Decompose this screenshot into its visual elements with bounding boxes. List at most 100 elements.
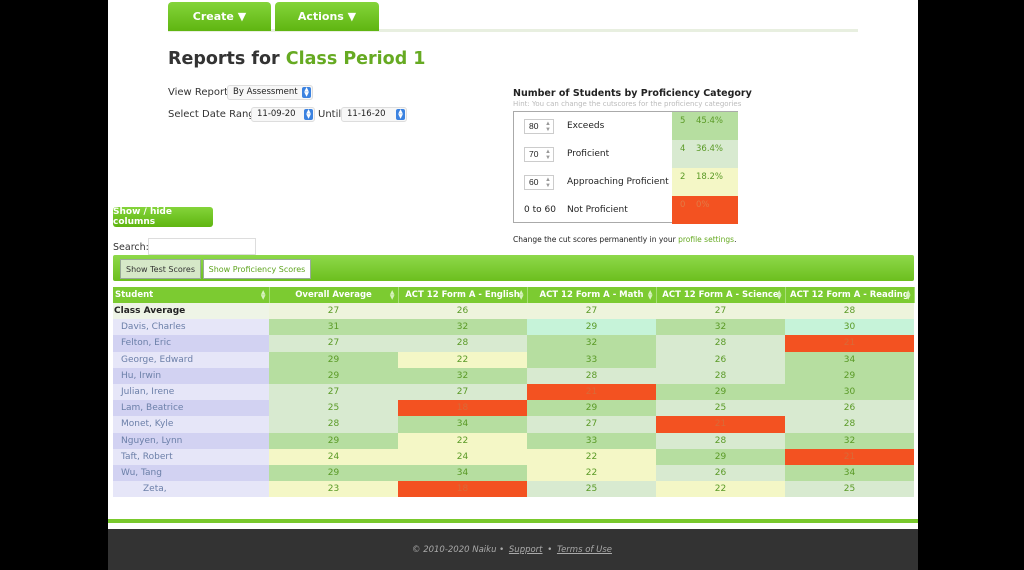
score-cell: 18 bbox=[398, 481, 527, 498]
student-name[interactable]: Julian, Irene bbox=[113, 383, 269, 401]
column-header[interactable]: ACT 12 Form A - Science ▲ ▼ bbox=[656, 287, 786, 303]
note-text: Change the cut scores permanently in you… bbox=[513, 235, 676, 244]
score-cell: 27 bbox=[527, 303, 656, 320]
note-suffix: . bbox=[734, 235, 737, 244]
table-row: Nguyen, Lynn 29 22 33 28 32 bbox=[113, 432, 914, 449]
date-from-value: 11-09-20 bbox=[257, 109, 296, 119]
column-header-label: Overall Average bbox=[295, 290, 372, 300]
category-count: 4 bbox=[680, 144, 686, 154]
terms-of-use-link[interactable]: Terms of Use bbox=[556, 544, 612, 555]
score-cell: 26 bbox=[656, 351, 785, 368]
score-cell: 29 bbox=[269, 367, 398, 384]
cutscore-input-approaching[interactable]: 60 ▲ ▼ bbox=[524, 175, 554, 190]
cutscore-value: 80 bbox=[529, 121, 539, 131]
column-header-label: ACT 12 Form A - Reading bbox=[790, 290, 909, 300]
score-cell: 22 bbox=[398, 351, 527, 368]
score-cell: 25 bbox=[269, 400, 398, 417]
search-input[interactable] bbox=[148, 238, 256, 255]
spinner-icon: ▲ ▼ bbox=[545, 149, 551, 161]
score-cell: 21 bbox=[785, 448, 914, 465]
score-cell: 28 bbox=[269, 416, 398, 433]
score-cell: 21 bbox=[527, 383, 656, 401]
column-header-label: ACT 12 Form A - Math bbox=[539, 290, 644, 300]
date-range-label: Select Date Range bbox=[168, 109, 261, 120]
student-name[interactable]: Hu, Irwin bbox=[113, 367, 269, 384]
student-name[interactable]: Davis, Charles bbox=[113, 319, 269, 336]
tab-proficiency-scores[interactable]: Show Proficiency Scores bbox=[203, 259, 311, 279]
column-header[interactable]: ACT 12 Form A - Reading ▲ ▼ bbox=[785, 287, 915, 303]
score-cell: 28 bbox=[398, 335, 527, 352]
score-cell: 29 bbox=[269, 351, 398, 368]
score-cell: 23 bbox=[269, 481, 398, 498]
score-cell: 30 bbox=[785, 383, 914, 401]
student-name[interactable]: Taft, Robert bbox=[113, 448, 269, 465]
score-cell: 25 bbox=[527, 481, 656, 498]
spinner-icon: ▲ ▼ bbox=[545, 121, 551, 133]
score-cell: 30 bbox=[785, 319, 914, 336]
view-report-select[interactable]: By Assessment ▲ ▼ bbox=[227, 85, 313, 100]
actions-menu-button[interactable]: Actions ▼ bbox=[275, 2, 379, 31]
tab-test-scores[interactable]: Show Test Scores bbox=[120, 259, 201, 279]
create-menu-button[interactable]: Create ▼ bbox=[168, 2, 271, 31]
column-header-label: Student bbox=[115, 290, 154, 300]
score-cell: 32 bbox=[398, 367, 527, 384]
category-range: 0 to 60 bbox=[524, 205, 556, 215]
score-cell: 28 bbox=[527, 367, 656, 384]
score-cell: 28 bbox=[656, 335, 785, 352]
column-header-label: ACT 12 Form A - Science bbox=[662, 290, 779, 300]
score-cell: 22 bbox=[527, 448, 656, 465]
table-row: Davis, Charles 31 32 29 32 30 bbox=[113, 319, 914, 336]
sort-icon: ▲ ▼ bbox=[260, 289, 266, 301]
score-cell: 27 bbox=[269, 383, 398, 401]
score-cell: 22 bbox=[656, 481, 785, 498]
category-count-cell: 5 45.4% bbox=[672, 112, 738, 140]
score-cell: 27 bbox=[527, 416, 656, 433]
support-link[interactable]: Support bbox=[508, 544, 543, 555]
student-name[interactable]: George, Edward bbox=[113, 351, 269, 368]
column-header[interactable]: ACT 12 Form A - Math ▲ ▼ bbox=[527, 287, 657, 303]
column-header[interactable]: ACT 12 Form A - English ▲ ▼ bbox=[398, 287, 528, 303]
footer: © 2010-2020 Naiku • Support • Terms of U… bbox=[108, 529, 918, 570]
student-name[interactable]: Monet, Kyle bbox=[113, 416, 269, 433]
profile-settings-link[interactable]: profile settings bbox=[678, 235, 735, 244]
score-cell: 29 bbox=[656, 448, 785, 465]
student-name[interactable]: Wu, Tang bbox=[113, 464, 269, 482]
score-cell: 22 bbox=[398, 432, 527, 449]
score-cell: 21 bbox=[785, 335, 914, 352]
table-row: Julian, Irene 27 27 21 29 30 bbox=[113, 383, 914, 401]
column-header[interactable]: Overall Average ▲ ▼ bbox=[269, 287, 399, 303]
student-name[interactable]: Zeta, bbox=[113, 481, 269, 498]
score-tab-bar: Show Test Scores Show Proficiency Scores bbox=[113, 255, 914, 281]
view-report-value: By Assessment bbox=[233, 87, 298, 97]
score-cell: 31 bbox=[269, 319, 398, 336]
table-row: Lam, Beatrice 25 18 29 25 26 bbox=[113, 400, 914, 417]
table-row: Felton, Eric 27 28 32 28 21 bbox=[113, 335, 914, 352]
cutscore-input-proficient[interactable]: 70 ▲ ▼ bbox=[524, 147, 554, 162]
class-name: Class Period 1 bbox=[285, 49, 426, 69]
student-name[interactable]: Felton, Eric bbox=[113, 335, 269, 352]
score-cell: 32 bbox=[656, 319, 785, 336]
score-cell: 33 bbox=[527, 351, 656, 368]
proficiency-row-proficient: 70 ▲ ▼ Proficient 4 36.4% bbox=[514, 140, 738, 168]
sort-icon: ▲ ▼ bbox=[647, 289, 653, 301]
column-header[interactable]: Student ▲ ▼ bbox=[113, 287, 270, 303]
cutscore-input-exceeds[interactable]: 80 ▲ ▼ bbox=[524, 119, 554, 134]
proficiency-row-not-proficient: 0 to 60 Not Proficient 0 0% bbox=[514, 196, 738, 224]
score-cell: 29 bbox=[269, 464, 398, 482]
show-hide-columns-button[interactable]: Show / hide columns bbox=[113, 207, 213, 227]
date-to-select[interactable]: 11-16-20 ▲ ▼ bbox=[341, 107, 407, 122]
table-row: Zeta, 23 18 25 22 25 bbox=[113, 481, 914, 498]
select-arrows-icon: ▲ ▼ bbox=[304, 109, 313, 120]
footer-divider bbox=[108, 519, 918, 523]
table-row: Wu, Tang 29 34 22 26 34 bbox=[113, 464, 914, 482]
student-name[interactable]: Lam, Beatrice bbox=[113, 400, 269, 417]
proficiency-title: Number of Students by Proficiency Catego… bbox=[513, 88, 752, 99]
date-from-select[interactable]: 11-09-20 ▲ ▼ bbox=[251, 107, 315, 122]
proficiency-row-exceeds: 80 ▲ ▼ Exceeds 5 45.4% bbox=[514, 112, 738, 140]
score-cell: 34 bbox=[398, 464, 527, 482]
student-name[interactable]: Nguyen, Lynn bbox=[113, 432, 269, 449]
score-cell: 33 bbox=[527, 432, 656, 449]
select-arrows-icon: ▲ ▼ bbox=[302, 87, 311, 98]
column-header-label: ACT 12 Form A - English bbox=[405, 290, 520, 300]
category-count: 5 bbox=[680, 116, 686, 126]
